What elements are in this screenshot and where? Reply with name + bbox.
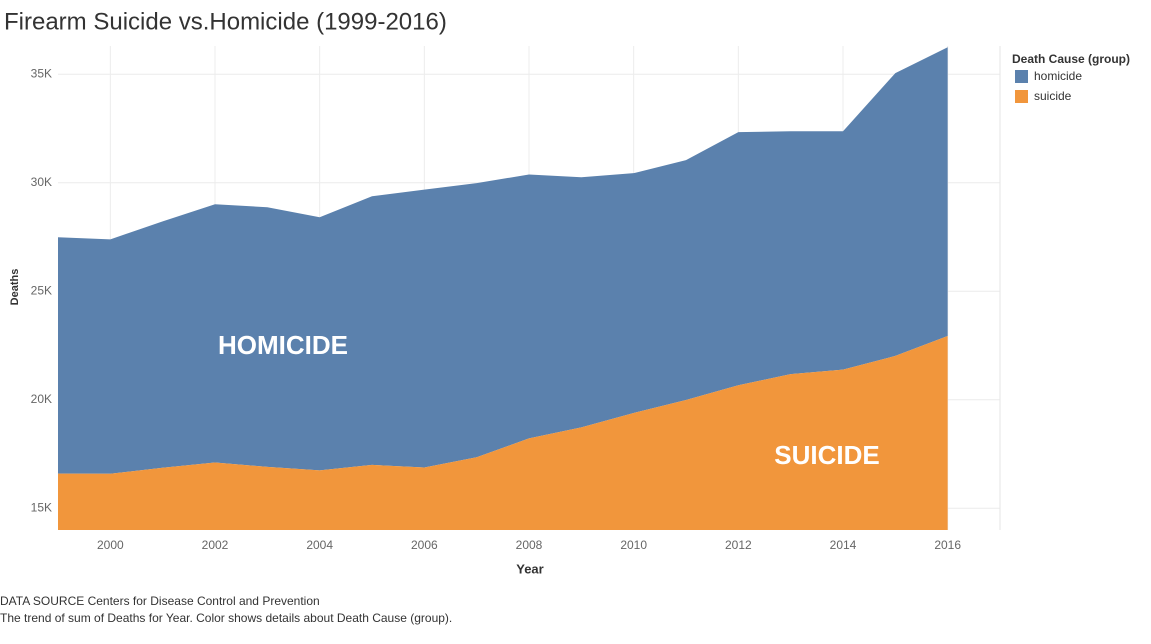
footnote: The trend of sum of Deaths for Year. Col… — [0, 611, 452, 625]
x-tick-label: 2014 — [830, 538, 857, 552]
x-tick-label: 2016 — [934, 538, 961, 552]
chart-title: Firearm Suicide vs.Homicide (1999-2016) — [4, 8, 447, 35]
y-tick-label: 35K — [31, 66, 52, 80]
legend-label: homicide — [1034, 69, 1082, 83]
x-tick-label: 2000 — [97, 538, 124, 552]
x-tick-label: 2008 — [516, 538, 543, 552]
y-axis-label: Deaths — [9, 269, 21, 306]
x-tick-label: 2006 — [411, 538, 438, 552]
legend-swatch — [1015, 90, 1028, 103]
y-tick-label: 15K — [31, 500, 52, 514]
x-tick-label: 2004 — [306, 538, 333, 552]
annotation: SUICIDE — [774, 440, 879, 470]
x-tick-label: 2010 — [620, 538, 647, 552]
legend-swatch — [1015, 70, 1028, 83]
legend-label: suicide — [1034, 89, 1072, 103]
footnote: DATA SOURCE Centers for Disease Control … — [0, 594, 320, 608]
y-tick-label: 30K — [31, 175, 52, 189]
areas — [58, 47, 948, 530]
legend-title: Death Cause (group) — [1012, 52, 1130, 66]
y-tick-label: 25K — [31, 283, 52, 297]
area — [58, 335, 948, 530]
x-tick-label: 2012 — [725, 538, 752, 552]
x-axis-label: Year — [516, 561, 543, 576]
annotation: HOMICIDE — [218, 330, 348, 360]
area — [58, 47, 948, 474]
y-tick-label: 20K — [31, 392, 52, 406]
x-tick-label: 2002 — [202, 538, 229, 552]
